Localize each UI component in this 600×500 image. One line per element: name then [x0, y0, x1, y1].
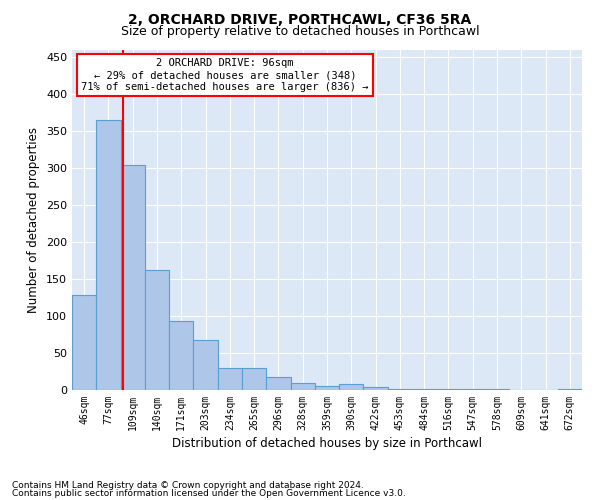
Bar [388, 388, 412, 390]
Bar [364, 387, 388, 390]
Text: Size of property relative to detached houses in Porthcawl: Size of property relative to detached ho… [121, 25, 479, 38]
Text: 2 ORCHARD DRIVE: 96sqm
← 29% of detached houses are smaller (348)
71% of semi-de: 2 ORCHARD DRIVE: 96sqm ← 29% of detached… [81, 58, 369, 92]
Bar [242, 368, 266, 390]
Bar [266, 376, 290, 390]
Y-axis label: Number of detached properties: Number of detached properties [28, 127, 40, 313]
Bar [169, 322, 193, 390]
Text: Contains public sector information licensed under the Open Government Licence v3: Contains public sector information licen… [12, 489, 406, 498]
Bar [145, 270, 169, 390]
X-axis label: Distribution of detached houses by size in Porthcawl: Distribution of detached houses by size … [172, 437, 482, 450]
Text: Contains HM Land Registry data © Crown copyright and database right 2024.: Contains HM Land Registry data © Crown c… [12, 480, 364, 490]
Bar [315, 386, 339, 390]
Bar [121, 164, 145, 390]
Bar [339, 384, 364, 390]
Bar [96, 120, 121, 390]
Bar [218, 368, 242, 390]
Text: 2, ORCHARD DRIVE, PORTHCAWL, CF36 5RA: 2, ORCHARD DRIVE, PORTHCAWL, CF36 5RA [128, 12, 472, 26]
Bar [193, 340, 218, 390]
Bar [412, 388, 436, 390]
Bar [290, 384, 315, 390]
Bar [72, 296, 96, 390]
